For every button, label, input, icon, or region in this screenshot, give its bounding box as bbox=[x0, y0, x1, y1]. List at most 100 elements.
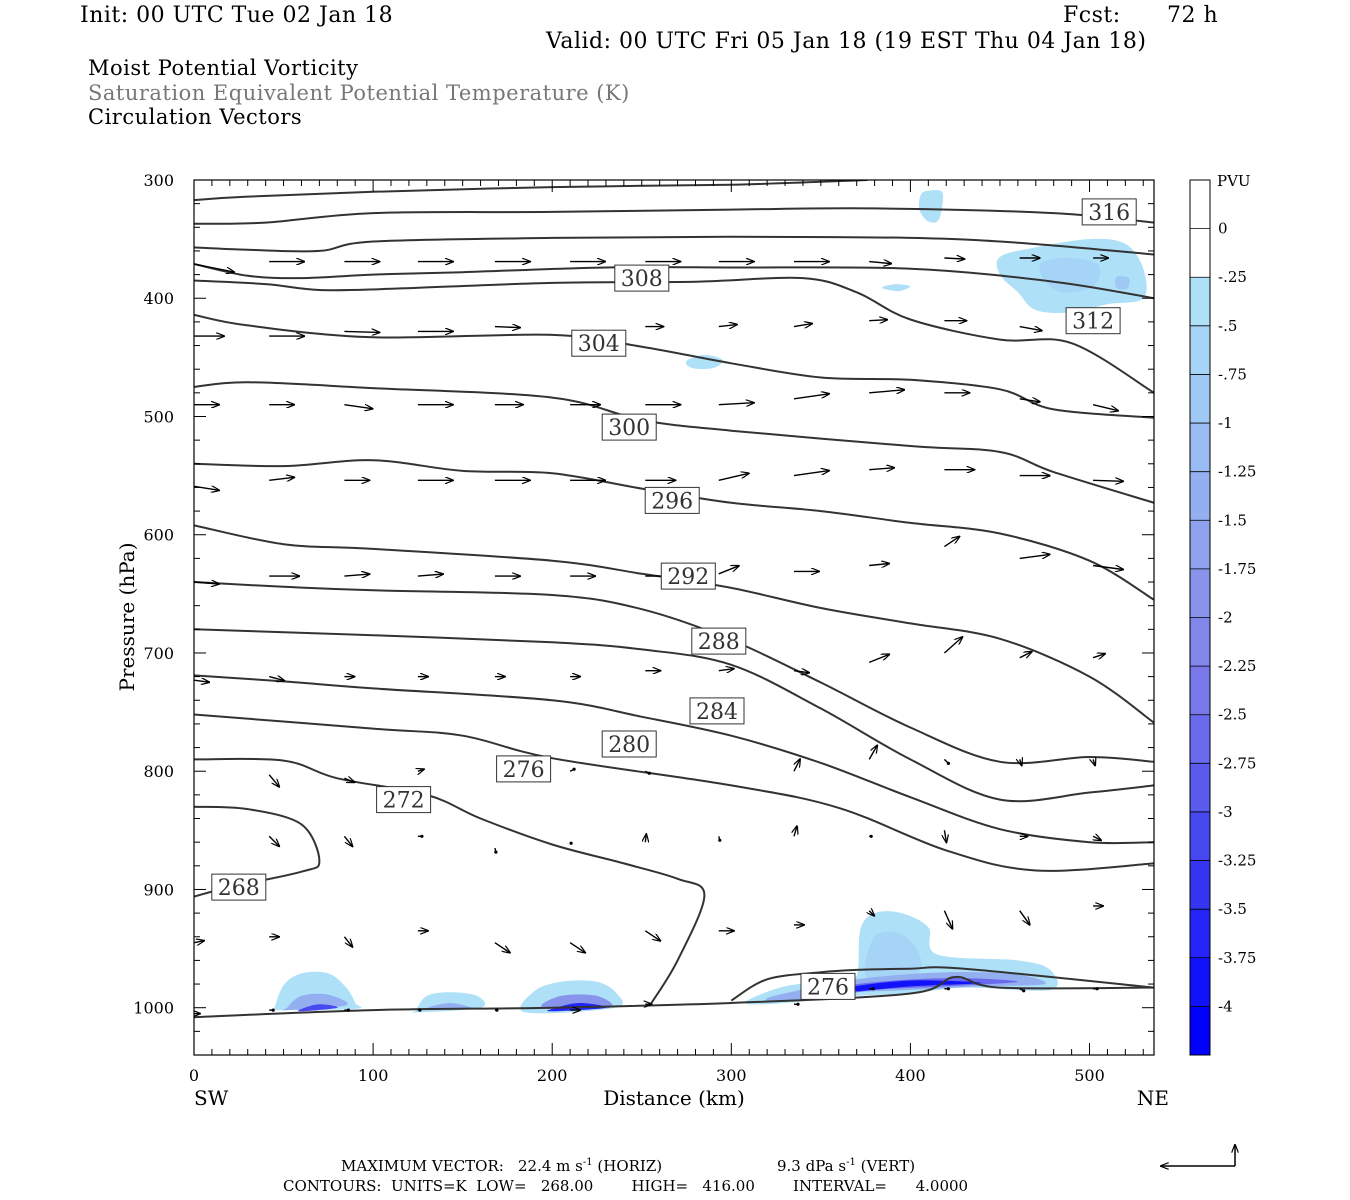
isentrope-line-6 bbox=[194, 381, 1154, 504]
max-vector-vertical: 9.3 dPa s-1 (VERT) bbox=[777, 1157, 915, 1175]
circulation-vector-91 bbox=[645, 834, 646, 842]
colorbar-swatch-16 bbox=[1190, 957, 1210, 1007]
y-tick-label-1: 400 bbox=[143, 289, 174, 308]
isentrope-line-8 bbox=[194, 524, 1154, 724]
forecast-label: Fcst: bbox=[1063, 3, 1121, 28]
circulation-vector-19 bbox=[718, 325, 737, 327]
circulation-vector-60 bbox=[944, 537, 959, 548]
circulation-vector-52 bbox=[344, 574, 369, 576]
isentrope-line-4 bbox=[194, 276, 1154, 394]
contour-label-box-4 bbox=[601, 413, 657, 441]
isentrope-line-1 bbox=[194, 207, 1154, 225]
contour-label-box-3 bbox=[571, 329, 627, 357]
circulation-vector-100 bbox=[343, 936, 352, 947]
contour-label-text-13: 276 bbox=[807, 975, 849, 1000]
circulation-vector-76 bbox=[268, 774, 279, 787]
title-line-3: Circulation Vectors bbox=[88, 105, 303, 129]
circulation-vector-78 bbox=[418, 769, 424, 771]
contour-label-text-11: 272 bbox=[383, 789, 425, 814]
colorbar-swatch-1 bbox=[1190, 228, 1210, 278]
circulation-vector-57 bbox=[718, 566, 739, 575]
colorbar-unit: PVU bbox=[1217, 172, 1251, 190]
circulation-vector-45 bbox=[793, 471, 829, 477]
max-vector-label: MAXIMUM VECTOR: bbox=[341, 1157, 504, 1175]
contour-label-3: 304 bbox=[571, 329, 627, 357]
colorbar-label-3: -.75 bbox=[1218, 365, 1247, 383]
contour-label-box-10 bbox=[496, 755, 552, 783]
circulation-vector-46 bbox=[869, 468, 894, 470]
isentrope-line-16 bbox=[194, 975, 1154, 1019]
pv-region-3 bbox=[1114, 276, 1130, 290]
isentrope-line-11 bbox=[194, 674, 1154, 845]
circulation-vector-77 bbox=[344, 778, 354, 782]
isentrope-line-13 bbox=[194, 757, 706, 1005]
colorbar-swatch-15 bbox=[1190, 909, 1210, 959]
circulation-vector-70 bbox=[718, 669, 734, 671]
colorbar-label-12: -3 bbox=[1218, 803, 1233, 821]
colorbar-label-13: -3.25 bbox=[1218, 852, 1256, 870]
circulation-vector-head-120 bbox=[946, 987, 951, 991]
y-tick-label-3: 600 bbox=[143, 526, 174, 545]
circulation-vector-head-88 bbox=[420, 834, 424, 838]
contour-label-0: 316 bbox=[1081, 198, 1137, 226]
circulation-vector-head-89 bbox=[494, 850, 498, 854]
circulation-vector-53 bbox=[417, 574, 443, 576]
contour-label-text-8: 284 bbox=[696, 700, 738, 725]
contour-label-2: 312 bbox=[1065, 307, 1121, 335]
contour-label-7: 288 bbox=[691, 627, 747, 655]
isentrope-line-3 bbox=[194, 263, 1154, 300]
contour-label-6: 292 bbox=[660, 562, 716, 590]
x-tick-label-3: 300 bbox=[716, 1066, 747, 1085]
colorbar-label-2: -.5 bbox=[1218, 317, 1237, 335]
contour-label-text-6: 292 bbox=[667, 565, 709, 590]
colorbar-label-15: -3.75 bbox=[1218, 949, 1256, 967]
pv-region-4 bbox=[881, 284, 911, 292]
contour-label-text-0: 316 bbox=[1088, 201, 1130, 226]
isentrope-layer bbox=[194, 180, 1154, 1019]
contour-label-4: 300 bbox=[601, 413, 657, 441]
circulation-vector-64 bbox=[269, 677, 284, 681]
colorbar-swatch-7 bbox=[1190, 520, 1210, 570]
title-line-2: Saturation Equivalent Potential Temperat… bbox=[88, 81, 630, 105]
circulation-vector-98 bbox=[194, 941, 204, 943]
colorbar-swatch-0 bbox=[1190, 180, 1210, 230]
contour-label-box-11 bbox=[376, 786, 432, 814]
circulation-vector-73 bbox=[943, 637, 962, 654]
contour-label-box-2 bbox=[1065, 307, 1121, 335]
circulation-vector-head-80 bbox=[647, 771, 651, 775]
circulation-vector-38 bbox=[269, 477, 294, 480]
circulation-vector-head-119 bbox=[871, 987, 875, 991]
colorbar-label-8: -2 bbox=[1218, 609, 1233, 627]
contour-label-layer: 316 308 312 304 300 296 292 288 284 280 276 272 268 2… bbox=[211, 198, 1137, 1000]
circulation-vector-35 bbox=[1019, 399, 1040, 402]
x-tick-label-1: 100 bbox=[358, 1066, 389, 1085]
isentrope-line-10 bbox=[194, 628, 1154, 803]
x-axis-title: Distance (km) bbox=[603, 1086, 745, 1110]
circulation-vector-head-92 bbox=[718, 838, 722, 842]
circulation-vector-head-121 bbox=[1022, 989, 1026, 993]
circulation-vector-17 bbox=[494, 327, 520, 328]
colorbar-swatch-10 bbox=[1190, 666, 1210, 716]
y-tick-label-6: 900 bbox=[143, 880, 174, 899]
circulation-vector-93 bbox=[794, 826, 797, 837]
circulation-vector-31 bbox=[718, 403, 754, 405]
circulation-vector-75 bbox=[1092, 654, 1105, 658]
reference-vector-icon bbox=[1161, 1145, 1235, 1166]
colorbar-label-14: -3.5 bbox=[1218, 900, 1247, 918]
circulation-vector-head-114 bbox=[418, 1008, 422, 1012]
contour-label-12: 268 bbox=[211, 873, 267, 901]
contour-label-text-2: 312 bbox=[1072, 310, 1114, 335]
circulation-vector-71 bbox=[793, 671, 809, 673]
circulation-vector-head-118 bbox=[796, 1002, 800, 1006]
colorbar-swatch-9 bbox=[1190, 617, 1210, 667]
title-line-1: Moist Potential Vorticity bbox=[88, 56, 359, 80]
circulation-vector-32 bbox=[793, 394, 829, 400]
contour-label-10: 276 bbox=[496, 755, 552, 783]
vert-exponent: -1 bbox=[846, 1157, 856, 1168]
pv-region-5 bbox=[685, 354, 723, 369]
circulation-vector-head-115 bbox=[495, 1008, 499, 1012]
contour-label-8: 284 bbox=[689, 697, 745, 725]
circulation-vector-62 bbox=[1093, 564, 1123, 570]
contour-label-text-3: 304 bbox=[578, 332, 620, 357]
colorbar-swatch-4 bbox=[1190, 374, 1210, 424]
